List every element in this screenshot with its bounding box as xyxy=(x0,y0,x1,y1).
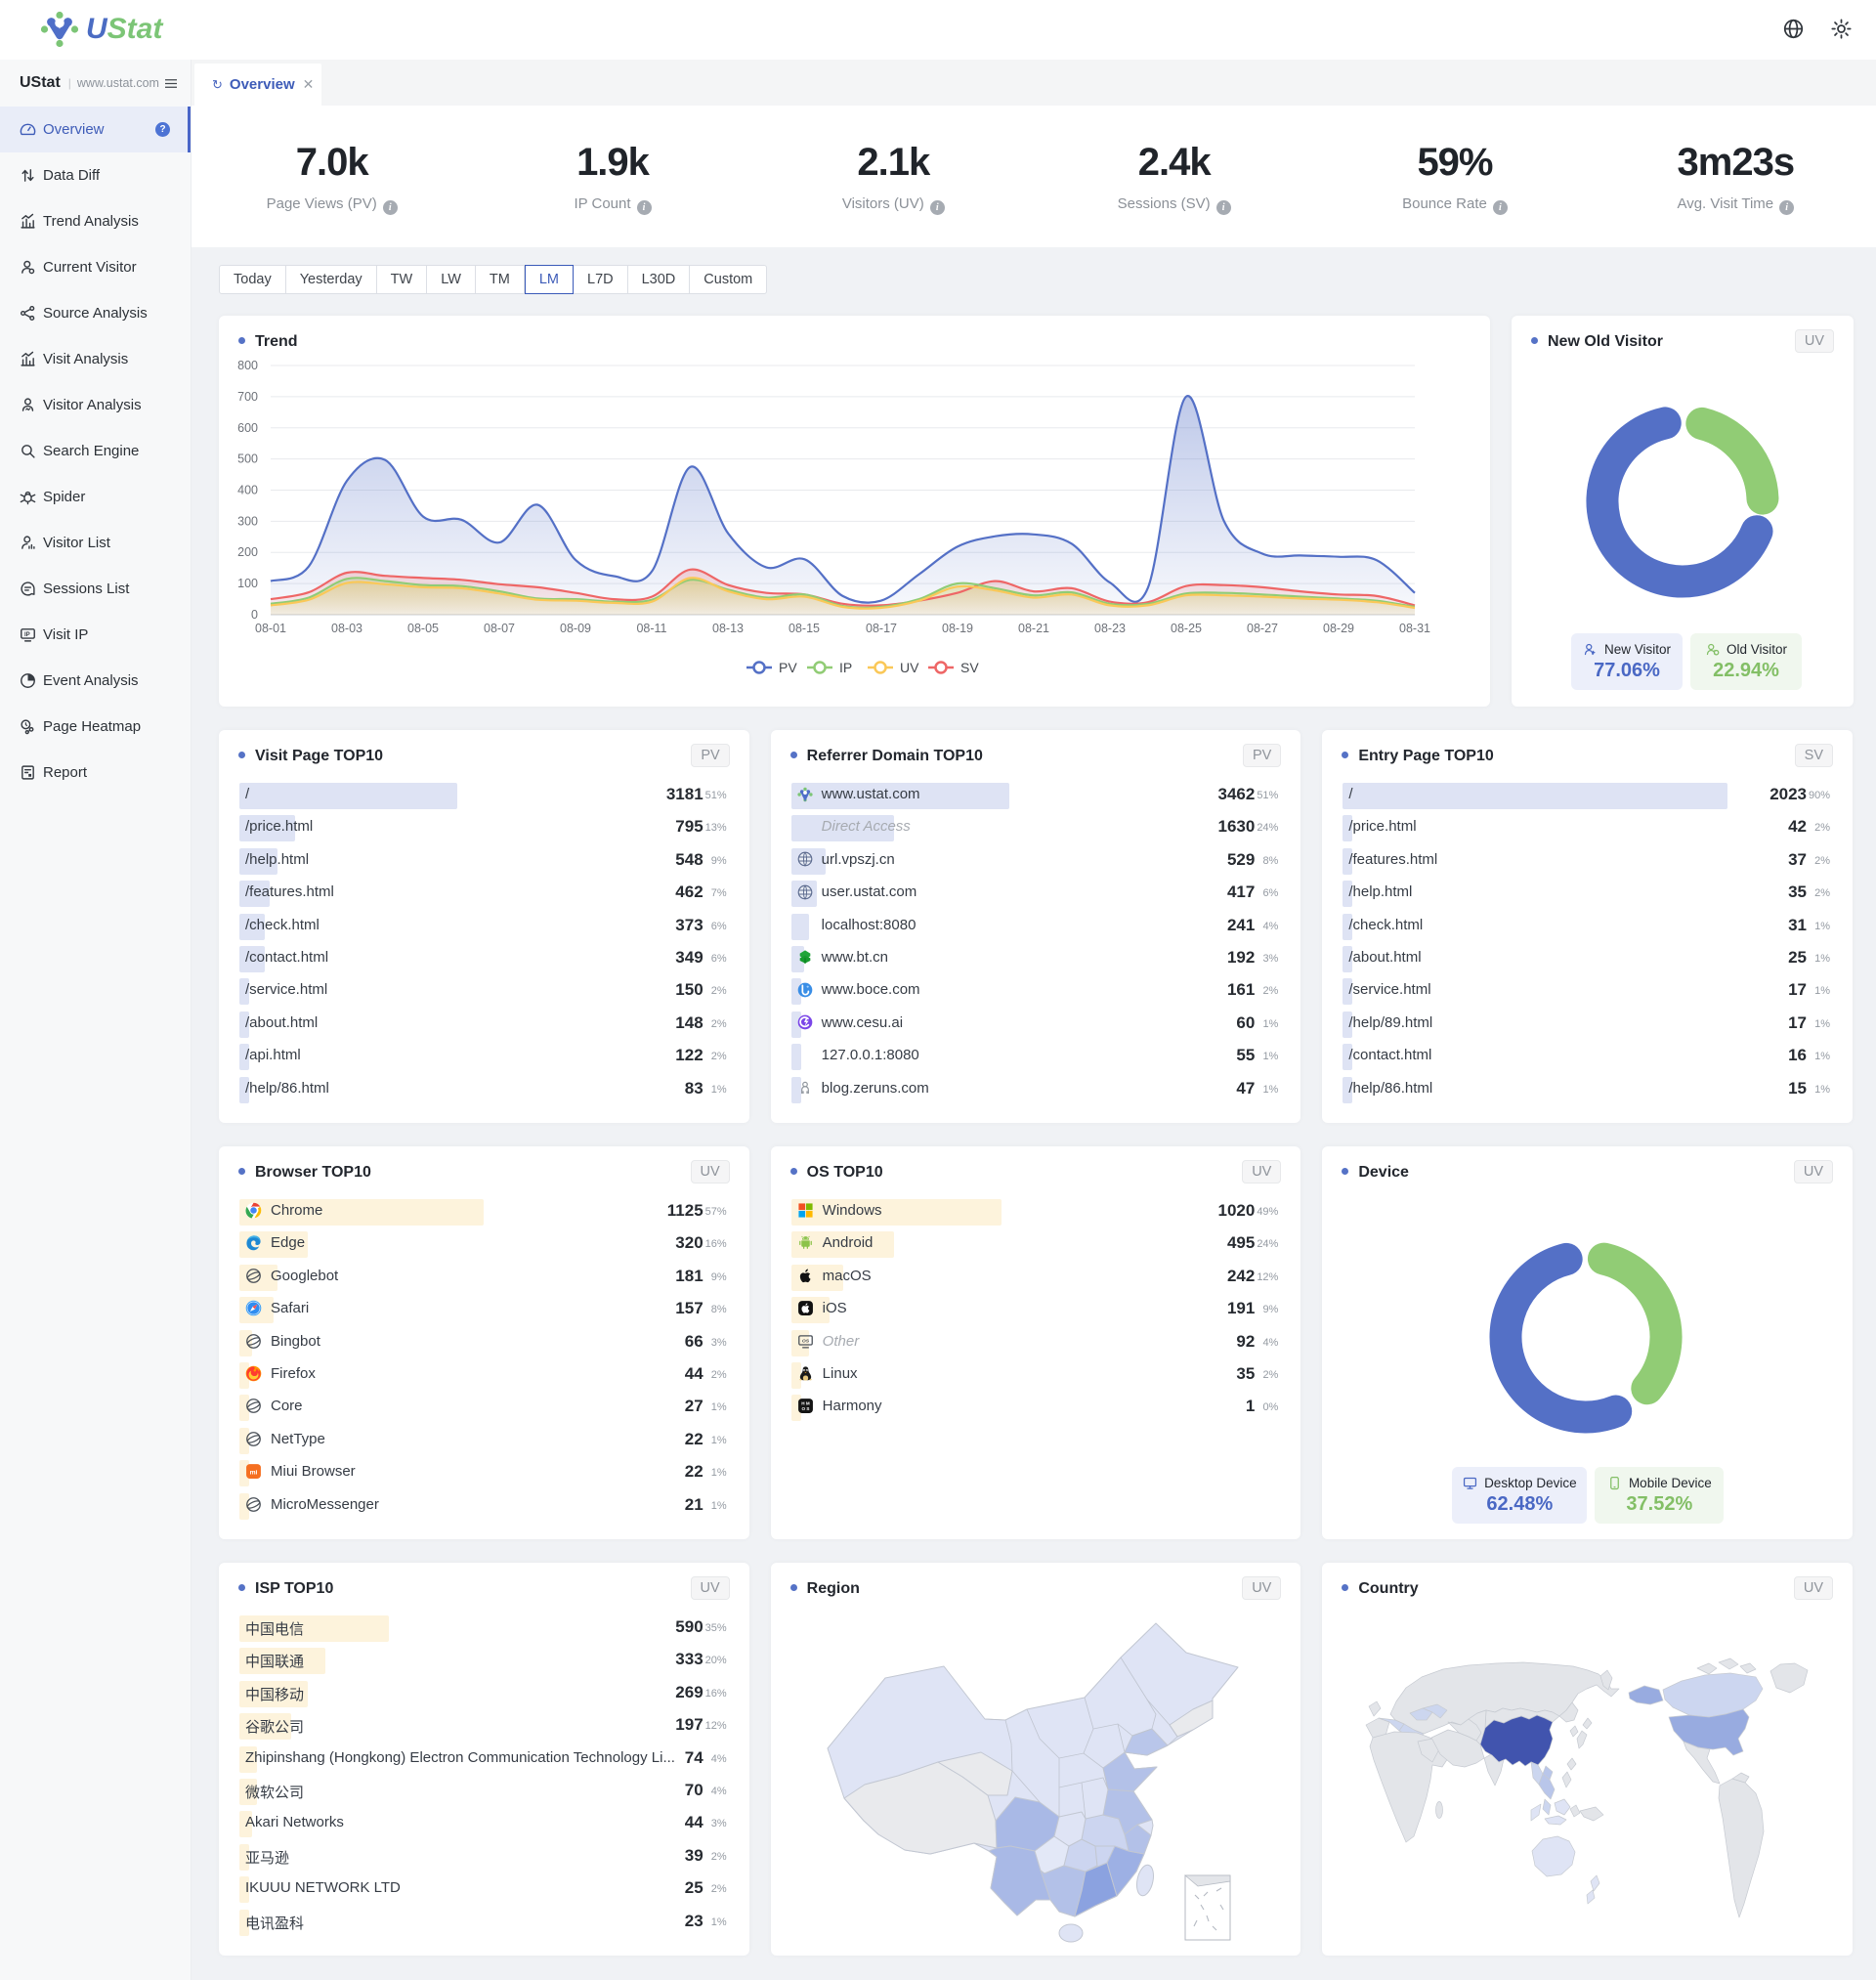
svg-text:08-21: 08-21 xyxy=(1018,622,1049,635)
svg-text:UV: UV xyxy=(900,660,919,675)
svg-text:08-17: 08-17 xyxy=(866,622,897,635)
svg-text:200: 200 xyxy=(237,545,258,559)
svg-text:08-15: 08-15 xyxy=(789,622,820,635)
svg-text:700: 700 xyxy=(237,390,258,404)
svg-text:SV: SV xyxy=(960,660,979,675)
svg-text:0: 0 xyxy=(251,608,258,622)
svg-text:08-29: 08-29 xyxy=(1323,622,1354,635)
svg-text:08-05: 08-05 xyxy=(407,622,439,635)
svg-text:08-23: 08-23 xyxy=(1094,622,1126,635)
svg-text:600: 600 xyxy=(237,421,258,435)
svg-text:IP: IP xyxy=(24,632,30,638)
svg-text:08-01: 08-01 xyxy=(255,622,286,635)
svg-text:500: 500 xyxy=(237,452,258,466)
svg-text:OS: OS xyxy=(802,1338,810,1344)
svg-text:400: 400 xyxy=(237,484,258,497)
svg-text:100: 100 xyxy=(237,577,258,590)
svg-text:08-13: 08-13 xyxy=(712,622,744,635)
svg-text:08-31: 08-31 xyxy=(1399,622,1430,635)
svg-text:IP: IP xyxy=(839,660,852,675)
svg-text:08-19: 08-19 xyxy=(942,622,973,635)
svg-text:08-07: 08-07 xyxy=(484,622,515,635)
svg-text:mi: mi xyxy=(250,1470,258,1477)
svg-text:08-11: 08-11 xyxy=(636,622,666,635)
svg-text:O S: O S xyxy=(801,1406,809,1411)
svg-text:08-25: 08-25 xyxy=(1171,622,1202,635)
svg-text:08-03: 08-03 xyxy=(331,622,362,635)
svg-text:300: 300 xyxy=(237,514,258,528)
svg-text:PV: PV xyxy=(779,660,797,675)
svg-text:800: 800 xyxy=(237,359,258,372)
svg-text:08-09: 08-09 xyxy=(560,622,591,635)
svg-text:08-27: 08-27 xyxy=(1247,622,1278,635)
svg-text:H M: H M xyxy=(801,1401,810,1406)
